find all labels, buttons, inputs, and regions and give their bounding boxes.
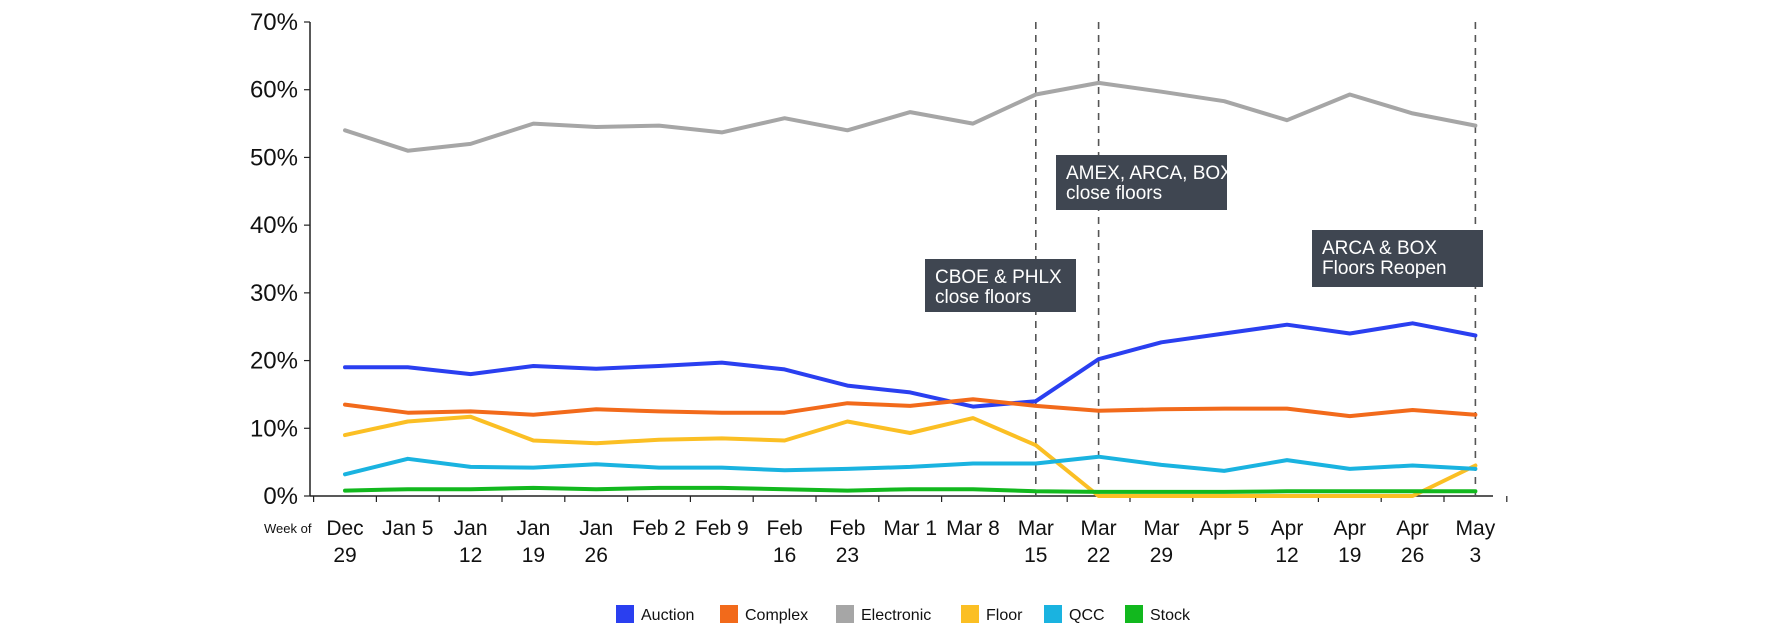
y-tick-label: 60%: [250, 77, 298, 104]
y-axis-ticks: 0% 10% 20% 30% 40% 50% 60% 70%: [250, 9, 298, 510]
x-tick-label: Apr 26: [1396, 517, 1429, 567]
x-tick-label: Apr 12: [1271, 517, 1304, 567]
x-tick-label: Jan 26: [579, 517, 613, 567]
x-tick-label: Jan 5: [382, 517, 433, 540]
x-tick-label: Feb 9: [695, 517, 749, 540]
series-lines: [343, 80, 1478, 498]
x-tick-label: Jan 19: [516, 517, 550, 567]
legend-swatch-auction: [616, 605, 634, 623]
legend-label-complex: Complex: [745, 607, 808, 624]
series-line-floor: [343, 414, 1478, 498]
x-tick-label: Feb 2: [632, 517, 686, 540]
legend-swatch-electronic: [836, 605, 854, 623]
annotation-box: CBOE & PHLX close floors: [925, 259, 1076, 312]
x-tick-label: Mar 1: [883, 517, 937, 540]
x-tick-label: Dec 29: [326, 517, 363, 567]
legend-label-qcc: QCC: [1069, 607, 1105, 624]
legend-swatch-complex: [720, 605, 738, 623]
x-axis-prefix-label: Week of: [264, 521, 312, 536]
annotation-label: ARCA & BOX Floors Reopen: [1322, 238, 1447, 279]
legend-label-auction: Auction: [641, 607, 694, 624]
x-tick-label: Apr 5: [1199, 517, 1249, 540]
x-tick-label: Apr 19: [1333, 517, 1366, 567]
x-tick-label: Mar 29: [1143, 517, 1179, 567]
series-line-stock: [343, 485, 1478, 494]
legend-label-stock: Stock: [1150, 607, 1191, 624]
x-tick-label: Feb 23: [829, 517, 865, 567]
legend-swatch-floor: [961, 605, 979, 623]
annotation-label: CBOE & PHLX close floors: [935, 267, 1062, 308]
y-tick-label: 50%: [250, 144, 298, 171]
annotation-label: AMEX, ARCA, BOX close floors: [1066, 163, 1233, 204]
annotation-box: ARCA & BOX Floors Reopen: [1312, 230, 1483, 287]
x-tick-label: May 3: [1456, 517, 1496, 567]
annotations: CBOE & PHLX close floors AMEX, ARCA, BOX cl…: [925, 155, 1483, 312]
x-tick-label: Jan 12: [454, 517, 488, 567]
legend-label-electronic: Electronic: [861, 607, 931, 624]
annotation-background: [1312, 230, 1483, 287]
annotation-background: [1056, 155, 1227, 210]
y-tick-label: 20%: [250, 348, 298, 375]
annotation-box: AMEX, ARCA, BOX close floors: [1056, 155, 1233, 210]
y-tick-label: 10%: [250, 415, 298, 442]
x-tick-label: Mar 15: [1018, 517, 1054, 567]
series-line-auction: [343, 321, 1478, 409]
x-tick-label: Mar 8: [946, 517, 1000, 540]
legend-swatch-stock: [1125, 605, 1143, 623]
x-tick-label: Mar 22: [1081, 517, 1117, 567]
series-line-qcc: [343, 454, 1478, 477]
y-tick-label: 0%: [263, 483, 298, 510]
series-line-electronic: [343, 80, 1478, 153]
legend-swatch-qcc: [1044, 605, 1062, 623]
legend: Auction Complex Electronic Floor QCC Stock: [616, 605, 1191, 624]
series-line-complex: [343, 397, 1478, 419]
y-tick-label: 40%: [250, 212, 298, 239]
legend-label-floor: Floor: [986, 607, 1023, 624]
y-tick-label: 70%: [250, 9, 298, 36]
x-axis-ticks: Week of Dec 29 Jan 5 Jan 12 Jan 19 Jan 26 Feb 2 Feb…: [264, 517, 1496, 567]
x-tick-label: Feb 16: [767, 517, 803, 567]
y-tick-label: 30%: [250, 280, 298, 307]
annotation-background: [925, 259, 1076, 312]
